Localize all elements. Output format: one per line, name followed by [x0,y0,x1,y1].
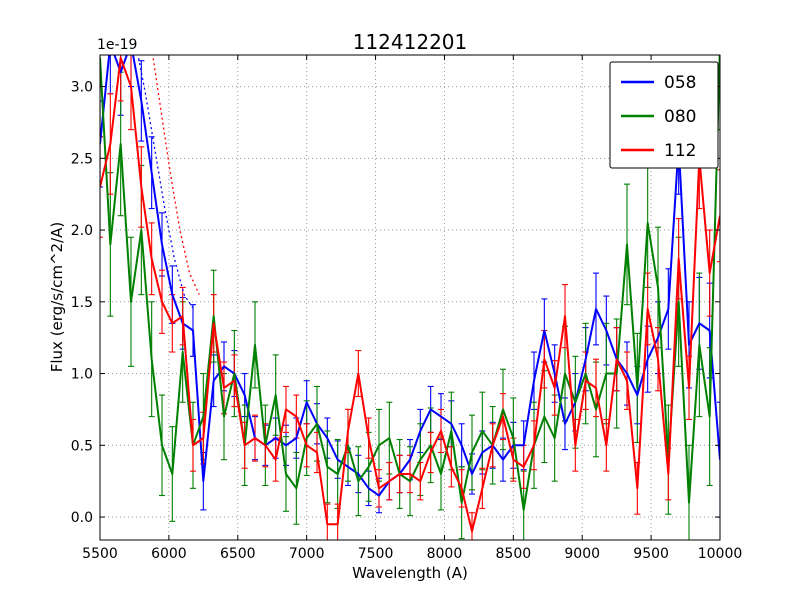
chart-title: 112412201 [353,30,468,54]
legend-label-058: 058 [664,73,696,93]
x-tick-label: 7000 [289,546,325,562]
legend-box [609,61,719,169]
x-tick-label: 6500 [220,546,256,562]
x-tick-label: 9000 [564,546,600,562]
x-tick-label: 5500 [82,546,118,562]
y-tick-label: 1.5 [71,295,93,311]
y-tick-label: 3.0 [71,80,93,96]
x-tick-label: 7500 [358,546,394,562]
x-tick-label: 10000 [698,546,743,562]
legend-label-112: 112 [664,141,696,161]
curve-058-dotted [137,55,195,310]
series-line-080 [100,55,720,511]
curve-112-dotted [152,55,200,295]
y-axis-label: Flux (erg/s/cm^2/A) [48,222,66,373]
y-tick-label: 0.0 [71,510,93,526]
y-offset-text: 1e-19 [97,37,137,53]
y-tick-label: 1.0 [71,367,93,383]
x-tick-label: 8000 [427,546,463,562]
y-tick-label: 2.5 [71,151,93,167]
plot-area: 5500 6000 6500 7000 7500 8000 8500 9000 9500 1000… [71,55,743,562]
x-axis-label: Wavelength (A) [352,564,468,582]
y-tick-label: 0.5 [71,438,93,454]
x-tick-label: 6000 [151,546,187,562]
legend: 058 080 112 [609,61,719,169]
x-tick-label: 8500 [496,546,532,562]
axes-border [99,54,721,541]
x-tick-label: 9500 [633,546,669,562]
legend-label-080: 080 [664,107,696,127]
y-tick-label: 2.0 [71,223,93,239]
series-line-112 [100,56,720,533]
